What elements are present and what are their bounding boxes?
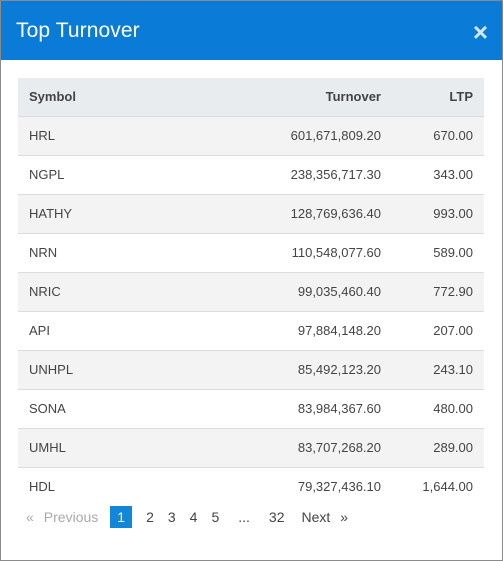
turnover-cell: 110,548,077.60 (170, 232, 392, 272)
pagination: « Previous 1 2 3 4 5 ... 32 Next » (18, 505, 484, 529)
next-page-button[interactable]: Next » (292, 506, 356, 528)
table-row[interactable]: HATHY 128,769,636.40 993.00 (18, 193, 484, 233)
page-32-button[interactable]: 32 (268, 509, 285, 525)
next-label: Next (301, 509, 331, 525)
ltp-cell: 670.00 (392, 115, 484, 155)
column-header-ltp[interactable]: LTP (449, 89, 473, 105)
ltp-cell: 343.00 (392, 154, 484, 194)
modal-title: Top Turnover (16, 18, 140, 42)
page-5-button[interactable]: 5 (211, 509, 220, 525)
turnover-cell: 97,884,148.20 (170, 310, 392, 350)
previous-label: Previous (43, 509, 99, 525)
symbol-cell: HATHY (18, 193, 170, 233)
table-row[interactable]: NGPL 238,356,717.30 343.00 (18, 154, 484, 194)
symbol-cell: HRL (18, 115, 170, 155)
symbol-cell: NGPL (18, 154, 170, 194)
table-row[interactable]: NRIC 99,035,460.40 772.90 (18, 271, 484, 311)
close-icon[interactable]: × (472, 16, 488, 47)
turnover-cell: 83,707,268.20 (170, 427, 392, 467)
ltp-cell: 993.00 (392, 193, 484, 233)
page-1-button[interactable]: 1 (110, 506, 133, 528)
turnover-table-container: Symbol Turnover LTP HRL 601,671,809.20 670… (18, 78, 484, 506)
turnover-cell: 238,356,717.30 (170, 154, 392, 194)
symbol-cell: NRIC (18, 271, 170, 311)
symbol-cell: NRN (18, 232, 170, 272)
table-row[interactable]: HRL 601,671,809.20 670.00 (18, 115, 484, 155)
table-row[interactable]: NRN 110,548,077.60 589.00 (18, 232, 484, 272)
pagination-ellipsis: ... (238, 509, 250, 525)
table-row[interactable]: API 97,884,148.20 207.00 (18, 310, 484, 350)
symbol-cell: UNHPL (18, 349, 170, 389)
ltp-cell: 1,644.00 (392, 466, 484, 506)
table-header-row: Symbol Turnover LTP (18, 78, 484, 116)
column-header-turnover[interactable]: Turnover (325, 89, 381, 105)
symbol-cell: API (18, 310, 170, 350)
page-4-button[interactable]: 4 (189, 509, 198, 525)
turnover-cell: 99,035,460.40 (170, 271, 392, 311)
ltp-cell: 772.90 (392, 271, 484, 311)
turnover-cell: 601,671,809.20 (170, 115, 392, 155)
table-body: HRL 601,671,809.20 670.00 NGPL 238,356,717.3… (18, 115, 484, 506)
turnover-cell: 79,327,436.10 (170, 466, 392, 506)
symbol-cell: UMHL (18, 427, 170, 467)
column-header-symbol[interactable]: Symbol (29, 89, 76, 105)
ltp-cell: 480.00 (392, 388, 484, 428)
ltp-cell: 243.10 (392, 349, 484, 389)
previous-icon: « (26, 509, 34, 525)
turnover-cell: 83,984,367.60 (170, 388, 392, 428)
modal-header: Top Turnover × (1, 1, 502, 60)
table-row[interactable]: UMHL 83,707,268.20 289.00 (18, 427, 484, 467)
ltp-cell: 589.00 (392, 232, 484, 272)
turnover-cell: 85,492,123.20 (170, 349, 392, 389)
next-icon: » (340, 509, 349, 525)
page-2-button[interactable]: 2 (146, 509, 154, 525)
ltp-cell: 207.00 (392, 310, 484, 350)
table-row[interactable]: HDL 79,327,436.10 1,644.00 (18, 466, 484, 506)
turnover-cell: 128,769,636.40 (170, 193, 392, 233)
table-row[interactable]: UNHPL 85,492,123.20 243.10 (18, 349, 484, 389)
table-row[interactable]: SONA 83,984,367.60 480.00 (18, 388, 484, 428)
symbol-cell: SONA (18, 388, 170, 428)
symbol-cell: HDL (18, 466, 170, 506)
turnover-table: Symbol Turnover LTP HRL 601,671,809.20 670… (18, 78, 484, 506)
previous-page-button[interactable]: « Previous (18, 506, 106, 528)
ltp-cell: 289.00 (392, 427, 484, 467)
page-3-button[interactable]: 3 (167, 509, 176, 525)
